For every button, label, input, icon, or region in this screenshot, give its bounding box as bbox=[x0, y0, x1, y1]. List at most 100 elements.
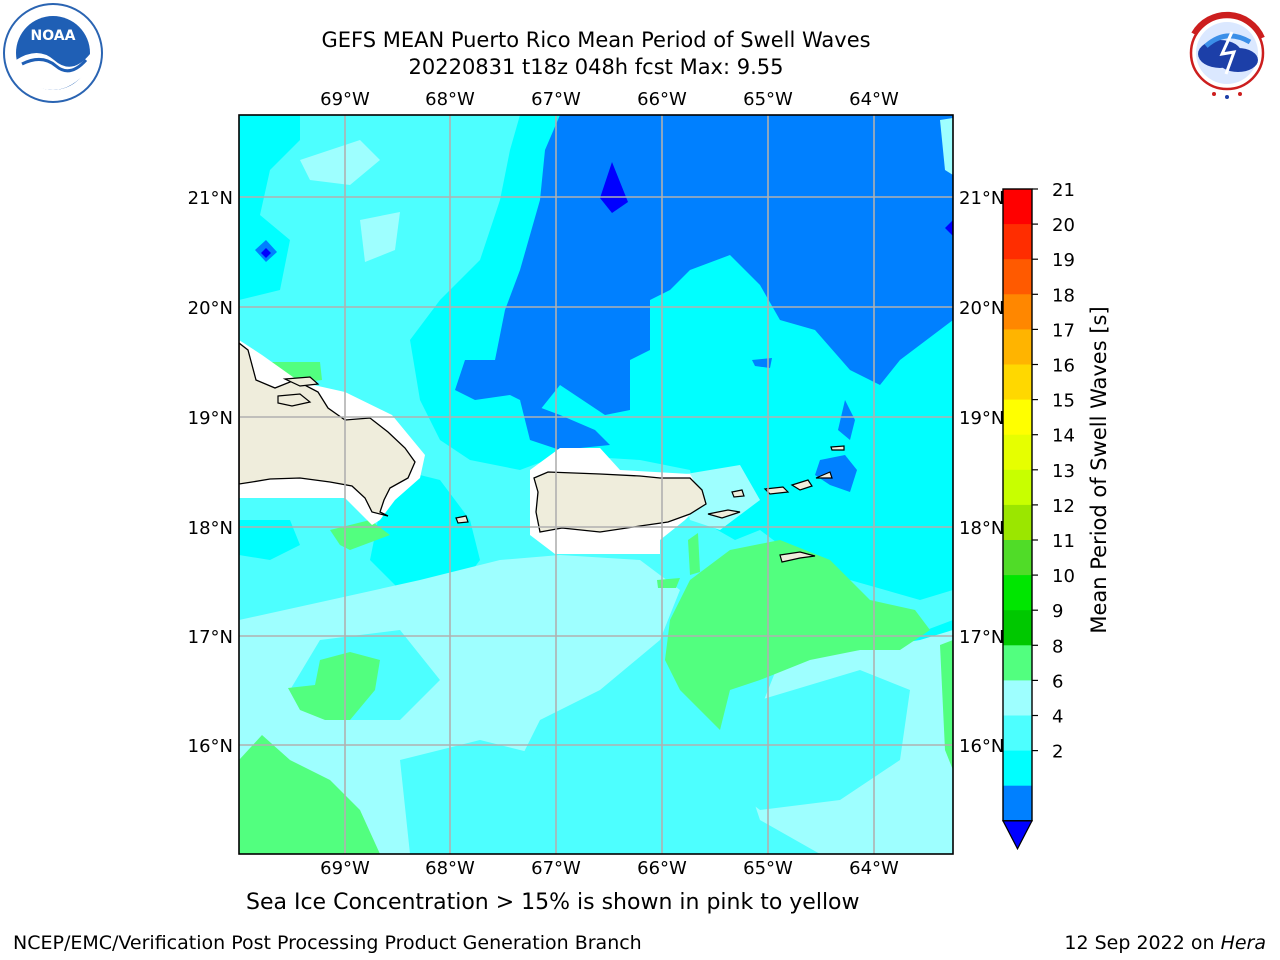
field-band-below-2 bbox=[945, 220, 953, 236]
colorbar bbox=[1002, 188, 1033, 851]
colorbar-segment bbox=[1003, 329, 1032, 366]
gridlines bbox=[239, 115, 953, 854]
lon-label-top: 68°W bbox=[425, 89, 475, 110]
colorbar-segment bbox=[1003, 189, 1032, 225]
colorbar-tick-label: 13 bbox=[1052, 461, 1075, 482]
colorbar-tick-label: 20 bbox=[1052, 215, 1075, 236]
colorbar-segment bbox=[1003, 364, 1032, 401]
virgin-islands bbox=[731, 471, 833, 498]
colorbar-tick-label: 17 bbox=[1052, 320, 1075, 341]
lon-label-bottom: 67°W bbox=[531, 858, 581, 879]
colorbar-segment bbox=[1003, 540, 1032, 576]
sea-ice-note: Sea Ice Concentration > 15% is shown in … bbox=[246, 890, 860, 915]
lon-label-top: 65°W bbox=[743, 89, 793, 110]
lon-label-top: 69°W bbox=[320, 89, 370, 110]
field-band-6-8 bbox=[400, 740, 560, 854]
field-band-2-4 bbox=[838, 400, 855, 440]
colorbar-segment bbox=[1003, 399, 1032, 436]
colorbar-tick-label: 19 bbox=[1052, 250, 1075, 271]
field-band-8-9 bbox=[239, 555, 680, 854]
lat-label-left: 19°N bbox=[188, 408, 233, 429]
lat-label-right: 16°N bbox=[959, 736, 1004, 757]
field-band-9-10 bbox=[688, 533, 700, 575]
chart-subtitle: 20220831 t18z 048h fcst Max: 9.55 bbox=[408, 55, 784, 79]
colorbar-tick-label: 18 bbox=[1052, 285, 1075, 306]
lon-label-top: 66°W bbox=[637, 89, 687, 110]
lon-label-top: 64°W bbox=[849, 89, 899, 110]
field-band-2-4 bbox=[520, 400, 610, 450]
field-band-below-2 bbox=[600, 162, 628, 213]
nws-logo bbox=[1178, 4, 1276, 102]
lat-label-right: 20°N bbox=[959, 298, 1004, 319]
lat-label-right: 21°N bbox=[959, 188, 1004, 209]
field-band-8-9 bbox=[680, 465, 760, 530]
chart-title: GEFS MEAN Puerto Rico Mean Period of Swe… bbox=[321, 28, 871, 52]
field-band-9-10 bbox=[288, 652, 380, 720]
colorbar-segment bbox=[1003, 750, 1032, 787]
swell-period-field bbox=[239, 115, 953, 854]
lon-label-bottom: 68°W bbox=[425, 858, 475, 879]
colorbar-segment bbox=[1003, 504, 1032, 541]
field-band-9-10 bbox=[665, 540, 930, 730]
colorbar-tick-label: 14 bbox=[1052, 426, 1075, 447]
colorbar-segment bbox=[1003, 259, 1032, 295]
credit-date: 12 Sep 2022 on bbox=[1064, 932, 1221, 954]
noaa-logo-text: NOAA bbox=[31, 28, 76, 44]
field-band-2-4 bbox=[455, 115, 953, 415]
colorbar-segment bbox=[1003, 469, 1032, 506]
lon-label-bottom: 64°W bbox=[849, 858, 899, 879]
colorbar-segment bbox=[1003, 610, 1032, 646]
lon-label-bottom: 69°W bbox=[320, 858, 370, 879]
lat-label-left: 20°N bbox=[188, 298, 233, 319]
field-band-8-9 bbox=[360, 212, 400, 262]
lat-label-right: 19°N bbox=[959, 408, 1004, 429]
field-band-4-6 bbox=[370, 470, 480, 600]
field-band-8-9 bbox=[300, 140, 380, 185]
colorbar-segment bbox=[1003, 224, 1032, 260]
colorbar-tick-label: 2 bbox=[1052, 742, 1063, 763]
lon-label-bottom: 66°W bbox=[637, 858, 687, 879]
colorbar-segment bbox=[1003, 715, 1032, 752]
lon-label-top: 67°W bbox=[531, 89, 581, 110]
lon-label-bottom: 65°W bbox=[743, 858, 793, 879]
vieques-island bbox=[707, 509, 741, 519]
colorbar-ticks: 21 20 19 18 17 16 15 14 13 12 11 10 9 8 6 4 2 bbox=[1032, 180, 1075, 763]
colorbar-tick-label: 21 bbox=[1052, 180, 1075, 201]
colorbar-tick-label: 15 bbox=[1052, 391, 1075, 412]
colorbar-extend-triangle bbox=[1002, 820, 1033, 851]
tortuga-island bbox=[282, 376, 320, 387]
colorbar-tick-label: 12 bbox=[1052, 496, 1075, 517]
field-band-4-6 bbox=[239, 115, 300, 300]
colorbar-tick-label: 9 bbox=[1052, 601, 1063, 622]
field-band-4-6 bbox=[239, 520, 300, 560]
credit-right: 12 Sep 2022 on Hera bbox=[1064, 932, 1266, 954]
colorbar-segment bbox=[1003, 434, 1032, 471]
field-band-2-4 bbox=[752, 358, 772, 368]
colorbar-tick-label: 16 bbox=[1052, 356, 1075, 377]
colorbar-tick-label: 6 bbox=[1052, 671, 1063, 692]
mona-island bbox=[455, 515, 469, 524]
map-frame bbox=[238, 114, 954, 855]
lat-label-right: 18°N bbox=[959, 518, 1004, 539]
colorbar-tick-label: 8 bbox=[1052, 636, 1063, 657]
st-croix-island bbox=[779, 551, 816, 563]
lat-label-left: 21°N bbox=[188, 188, 233, 209]
credit-left: NCEP/EMC/Verification Post Processing Pr… bbox=[13, 932, 642, 954]
colorbar-label: Mean Period of Swell Waves [s] bbox=[1087, 306, 1111, 633]
colorbar-tick-label: 4 bbox=[1052, 707, 1063, 728]
field-band-9-10 bbox=[940, 640, 953, 770]
anegada-island bbox=[830, 445, 845, 451]
credit-host: Hera bbox=[1220, 932, 1266, 954]
field-band-8-9 bbox=[940, 118, 953, 175]
noaa-logo: NOAA bbox=[3, 3, 103, 103]
colorbar-segment bbox=[1003, 575, 1032, 611]
puerto-rico-land bbox=[533, 471, 707, 533]
colorbar-tick-label: 10 bbox=[1052, 566, 1075, 587]
colorbar-tick-label: 11 bbox=[1052, 531, 1075, 552]
colorbar-segment bbox=[1003, 294, 1032, 330]
gonave-island bbox=[277, 393, 312, 407]
field-band-2-4 bbox=[815, 455, 857, 492]
colorbar-segment bbox=[1003, 680, 1032, 717]
lat-label-left: 18°N bbox=[188, 518, 233, 539]
lat-label-left: 17°N bbox=[188, 627, 233, 648]
